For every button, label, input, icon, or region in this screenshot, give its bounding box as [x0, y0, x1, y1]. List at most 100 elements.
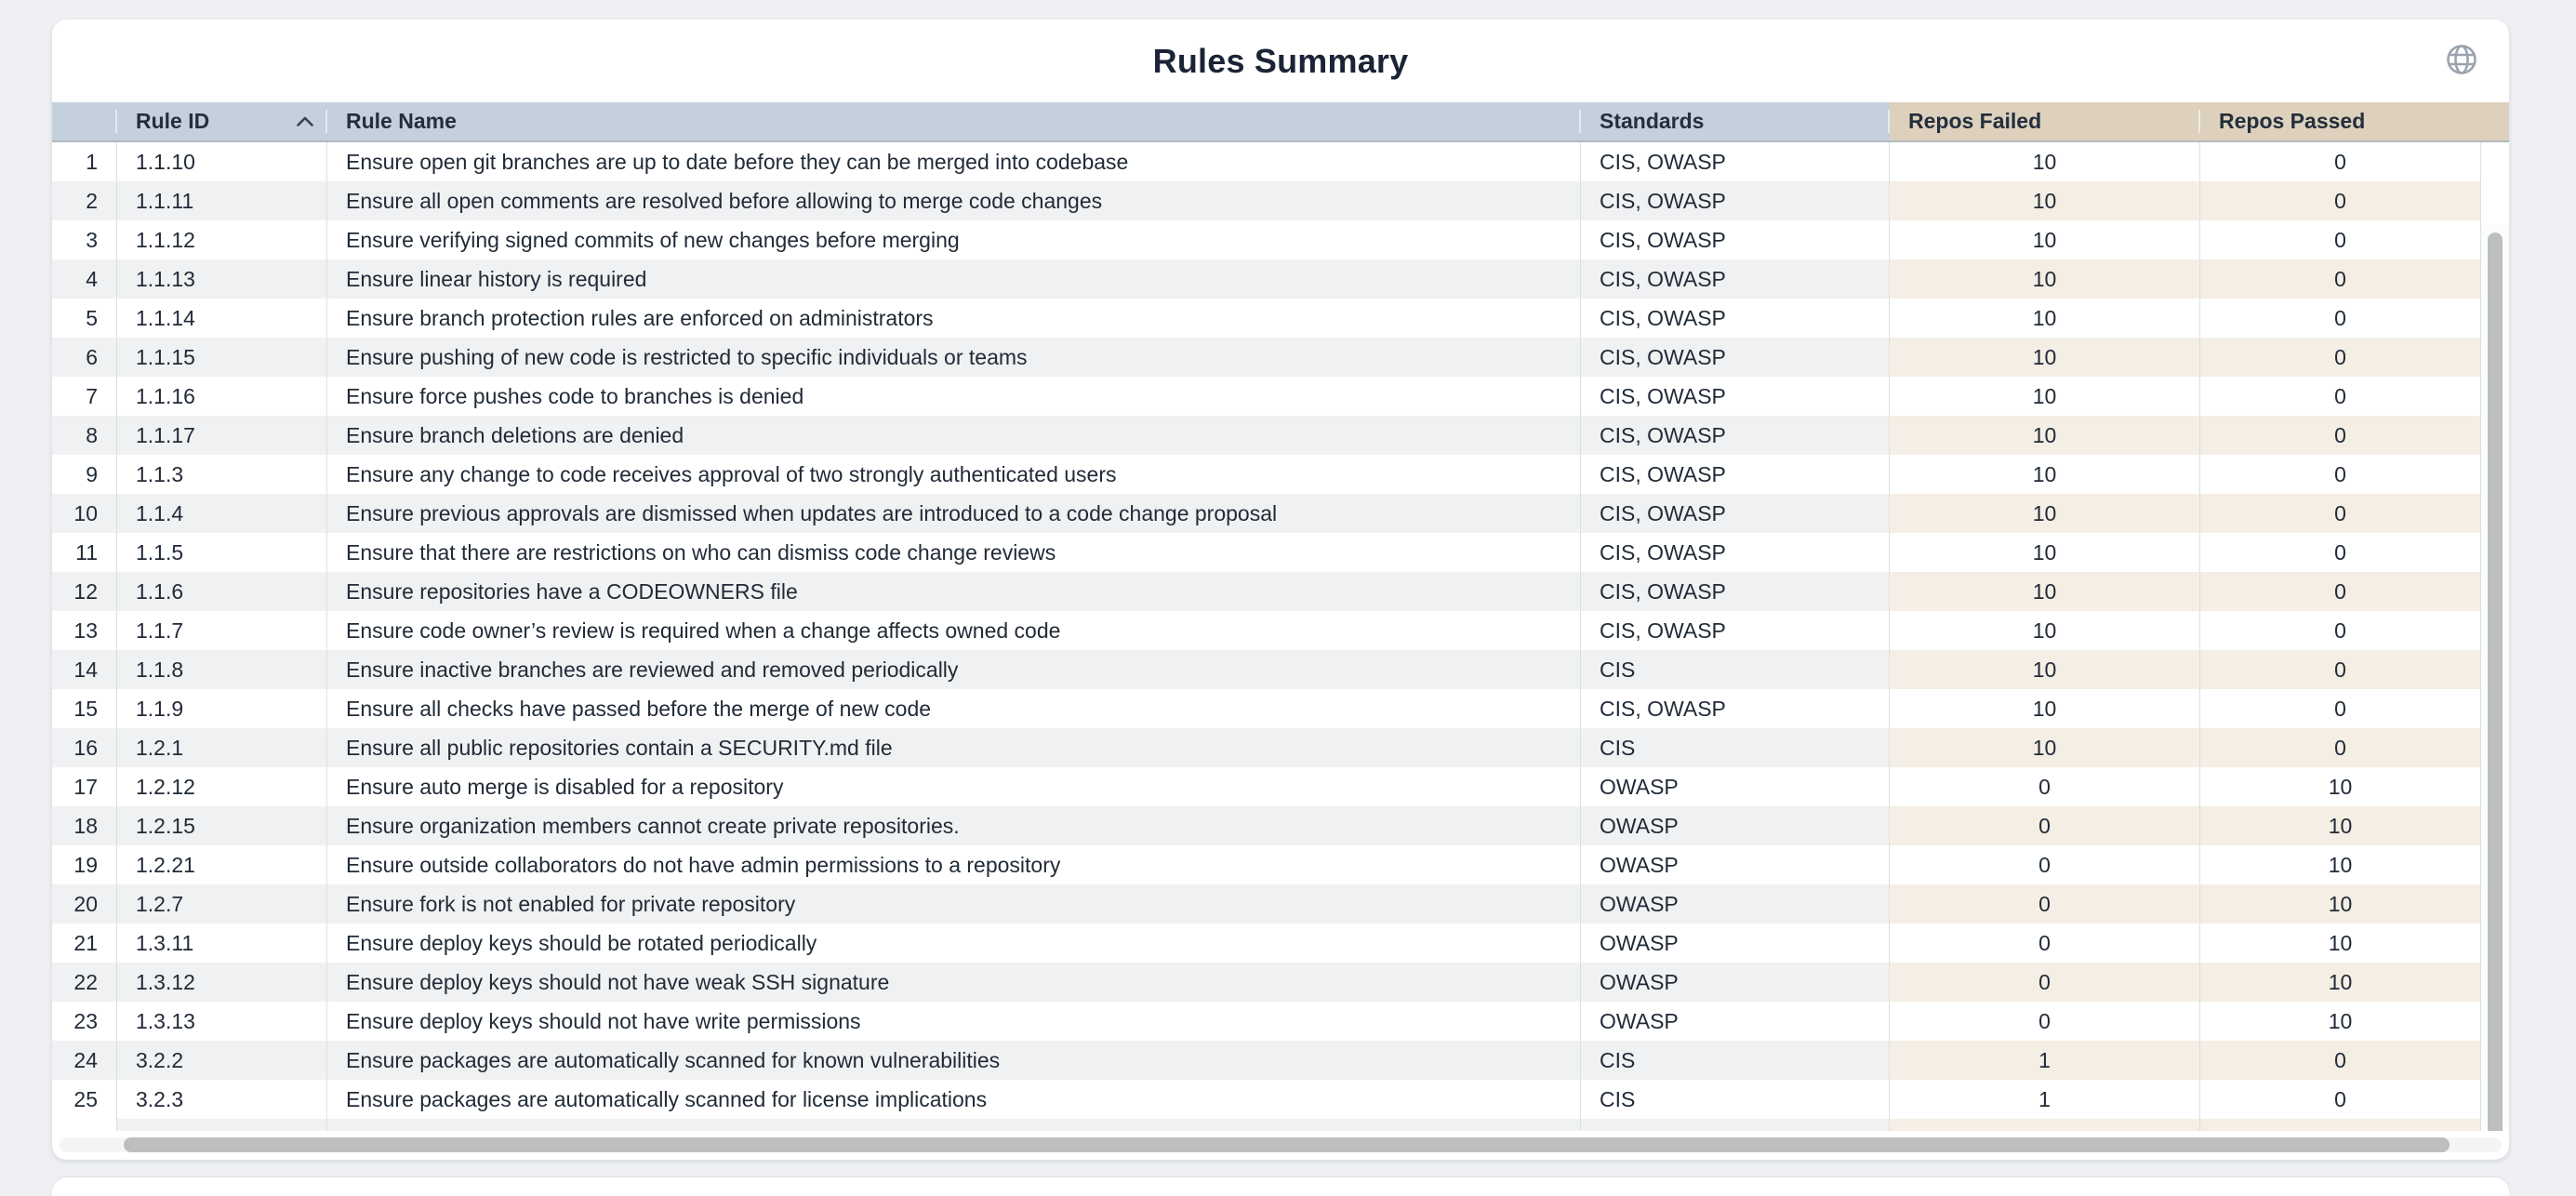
cell-repos-failed: 0: [1890, 963, 2200, 1002]
header-cell-standards[interactable]: Standards: [1581, 102, 1890, 140]
table-row: 12 1.1.6 Ensure repositories have a CODE…: [52, 572, 2509, 611]
cell-repos-passed: 0: [2200, 416, 2481, 455]
cell-standards: CIS, OWASP: [1581, 494, 1890, 533]
table-row: 4 1.1.13 Ensure linear history is requir…: [52, 259, 2509, 299]
cell-rule-id: 1.2.15: [117, 806, 327, 845]
cell-rule-name: Ensure fork is not enabled for private r…: [327, 884, 1581, 924]
cell-standards: CIS, OWASP: [1581, 572, 1890, 611]
cell-standards: OWASP: [1581, 1002, 1890, 1041]
cell-repos-failed: 1: [1890, 1080, 2200, 1119]
table-row: 11 1.1.5 Ensure that there are restricti…: [52, 533, 2509, 572]
cell-rule-id: 1.1.13: [117, 259, 327, 299]
table-body: 1 1.1.10 Ensure open git branches are up…: [52, 142, 2509, 1131]
cell-repos-failed: 10: [1890, 533, 2200, 572]
cell-repos-failed: 10: [1890, 728, 2200, 767]
cell-rule-name: Ensure previous approvals are dismissed …: [327, 494, 1581, 533]
cell-row-number: 16: [52, 728, 117, 767]
cell-row-number: 25: [52, 1080, 117, 1119]
cell-row-number: 14: [52, 650, 117, 689]
horizontal-scrollbar-area: [52, 1131, 2509, 1160]
cell-rule-name: Ensure linear history is required: [327, 259, 1581, 299]
header-label-rule-id: Rule ID: [136, 109, 210, 133]
cell-row-number: 7: [52, 377, 117, 416]
cell-rule-id: 3.2.3: [117, 1080, 327, 1119]
cell-rule-id: 1.1.9: [117, 689, 327, 728]
cell-repos-passed: 10: [2200, 845, 2481, 884]
cell-repos-passed: 0: [2200, 455, 2481, 494]
table-row: 15 1.1.9 Ensure all checks have passed b…: [52, 689, 2509, 728]
header-label-standards: Standards: [1600, 109, 1705, 133]
cell-repos-passed: 0: [2200, 377, 2481, 416]
next-card-top-edge: [52, 1177, 2509, 1196]
table-row: 20 1.2.7 Ensure fork is not enabled for …: [52, 884, 2509, 924]
cell-repos-passed: 0: [2200, 650, 2481, 689]
cell-row-number: 17: [52, 767, 117, 806]
cell-rule-name: Ensure packages are automatically scanne…: [327, 1041, 1581, 1080]
horizontal-scrollbar-track[interactable]: [60, 1137, 2502, 1152]
cell-rule-name: Ensure all checks have passed before the…: [327, 689, 1581, 728]
cell-row-number: 9: [52, 455, 117, 494]
cell-rule-id: 1.1.16: [117, 377, 327, 416]
table-row: 23 1.3.13 Ensure deploy keys should not …: [52, 1002, 2509, 1041]
cell-repos-passed: 0: [2200, 533, 2481, 572]
cell-rule-id: 1.1.3: [117, 455, 327, 494]
table-row: 24 3.2.2 Ensure packages are automatical…: [52, 1041, 2509, 1080]
table-row: 22 1.3.12 Ensure deploy keys should not …: [52, 963, 2509, 1002]
cell-repos-failed: 10: [1890, 416, 2200, 455]
cell-rule-id: 1.1.10: [117, 142, 327, 181]
cell-repos-passed: 10: [2200, 963, 2481, 1002]
table-row: 17 1.2.12 Ensure auto merge is disabled …: [52, 767, 2509, 806]
cell-rule-id: 1.1.4: [117, 494, 327, 533]
cell-repos-passed: [2200, 1119, 2481, 1131]
cell-row-number: 20: [52, 884, 117, 924]
cell-standards: OWASP: [1581, 884, 1890, 924]
cell-row-number: 2: [52, 181, 117, 220]
cell-repos-passed: 0: [2200, 142, 2481, 181]
header-cell-repos-failed[interactable]: Repos Failed: [1890, 102, 2200, 140]
sort-ascending-icon: [296, 115, 314, 127]
cell-standards: CIS: [1581, 650, 1890, 689]
cell-repos-failed: 10: [1890, 611, 2200, 650]
rules-summary-card: Rules Summary Rule ID: [52, 20, 2509, 1160]
header-cell-repos-passed[interactable]: Repos Passed: [2200, 102, 2509, 140]
cell-rule-id: 1.2.21: [117, 845, 327, 884]
table-row: 8 1.1.17 Ensure branch deletions are den…: [52, 416, 2509, 455]
cell-repos-failed: 10: [1890, 299, 2200, 338]
cell-standards: CIS, OWASP: [1581, 259, 1890, 299]
table-row: 16 1.2.1 Ensure all public repositories …: [52, 728, 2509, 767]
cell-standards: CIS, OWASP: [1581, 416, 1890, 455]
cell-rule-name: Ensure organization members cannot creat…: [327, 806, 1581, 845]
globe-icon[interactable]: [2444, 42, 2479, 77]
cell-rule-id: 1.2.1: [117, 728, 327, 767]
cell-repos-failed: 10: [1890, 338, 2200, 377]
cell-repos-failed: 10: [1890, 494, 2200, 533]
cell-rule-id: 1.2.7: [117, 884, 327, 924]
table-row: 10 1.1.4 Ensure previous approvals are d…: [52, 494, 2509, 533]
vertical-scrollbar-thumb[interactable]: [2488, 233, 2503, 1160]
cell-standards: CIS, OWASP: [1581, 338, 1890, 377]
cell-repos-failed: 0: [1890, 924, 2200, 963]
cell-rule-name: Ensure open git branches are up to date …: [327, 142, 1581, 181]
cell-rule-id: [117, 1119, 327, 1131]
cell-repos-passed: 0: [2200, 494, 2481, 533]
header-cell-row-number: [52, 102, 117, 140]
cell-rule-id: 1.2.12: [117, 767, 327, 806]
cell-row-number: 22: [52, 963, 117, 1002]
cell-rule-name: Ensure verifying signed commits of new c…: [327, 220, 1581, 259]
cell-repos-failed: 10: [1890, 220, 2200, 259]
cell-repos-failed: 0: [1890, 884, 2200, 924]
cell-standards: CIS: [1581, 1080, 1890, 1119]
header-cell-rule-name[interactable]: Rule Name: [327, 102, 1581, 140]
cell-repos-passed: 0: [2200, 220, 2481, 259]
cell-standards: CIS, OWASP: [1581, 377, 1890, 416]
cell-rule-name: Ensure code owner’s review is required w…: [327, 611, 1581, 650]
vertical-scrollbar-track[interactable]: [2481, 225, 2509, 1160]
header-cell-rule-id[interactable]: Rule ID: [117, 102, 327, 140]
cell-repos-passed: 0: [2200, 689, 2481, 728]
table-row: 7 1.1.16 Ensure force pushes code to bra…: [52, 377, 2509, 416]
cell-rule-id: 3.2.2: [117, 1041, 327, 1080]
cell-row-number: 1: [52, 142, 117, 181]
horizontal-scrollbar-thumb[interactable]: [124, 1137, 2450, 1152]
cell-row-number: 13: [52, 611, 117, 650]
